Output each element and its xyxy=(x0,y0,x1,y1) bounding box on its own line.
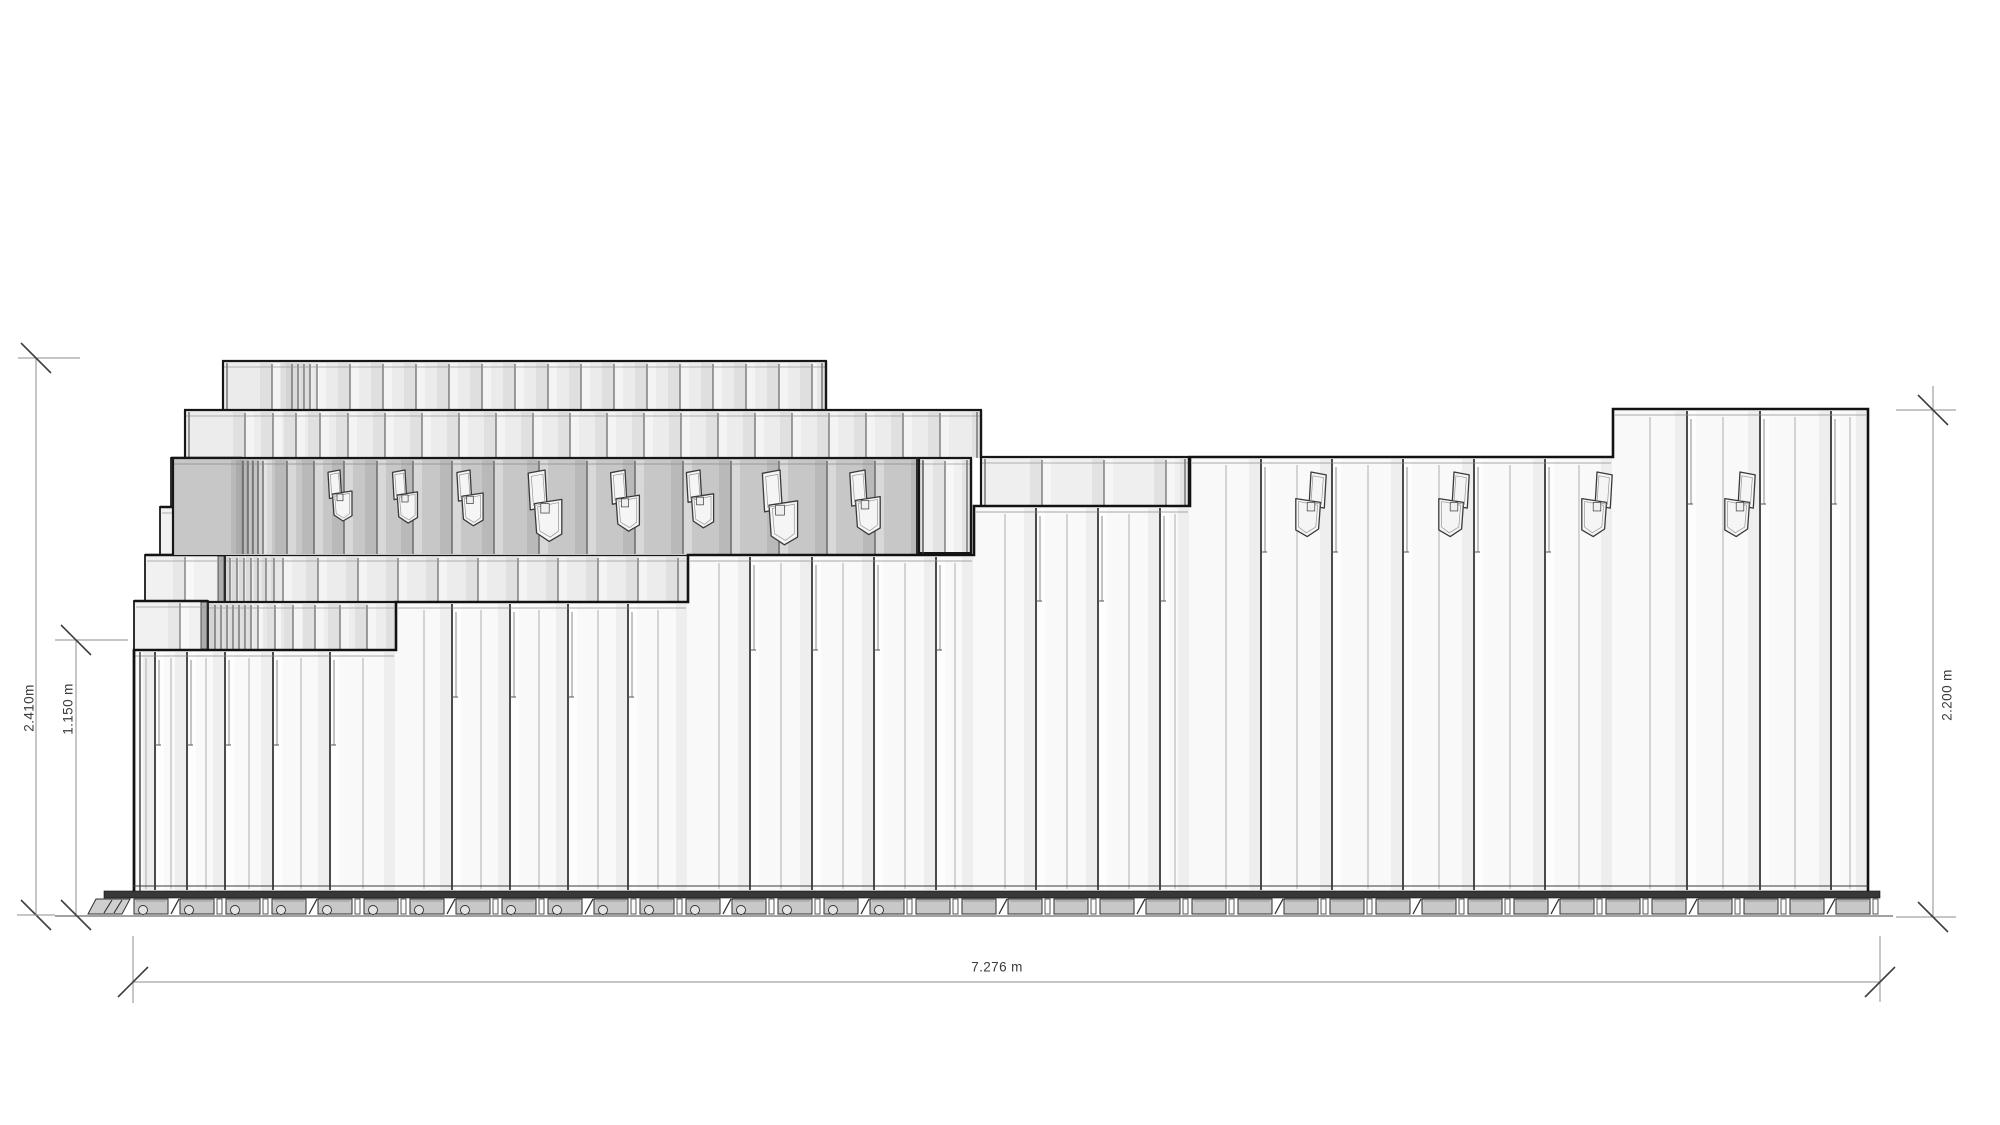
hook-bracket-icon xyxy=(685,469,715,529)
hook-bracket-icon xyxy=(527,469,563,543)
hook-bracket-icon xyxy=(609,469,641,532)
wall-hooks xyxy=(1295,471,1756,538)
hook-bracket-icon xyxy=(849,469,881,536)
dimension-label-height-total: 2.410m xyxy=(21,684,37,732)
hook-bracket-icon xyxy=(1724,471,1756,538)
hook-bracket-icon xyxy=(1581,471,1613,538)
dimension-label-height-lower: 1.150 m xyxy=(60,683,76,735)
hook-bracket-icon xyxy=(761,469,799,546)
front-panel-wall xyxy=(132,407,1870,891)
base-assembly xyxy=(55,885,1893,917)
hook-bracket-icon xyxy=(391,469,419,524)
dimension-label-height-right: 2.200 m xyxy=(1939,669,1955,721)
hook-bracket-icon xyxy=(1438,471,1470,538)
hook-bracket-icon xyxy=(456,469,484,527)
dark-row-hooks xyxy=(327,469,881,546)
dimension-lines xyxy=(17,342,1956,1003)
hook-bracket-icon xyxy=(327,469,353,522)
hook-bracket-icon xyxy=(1295,471,1327,538)
dimension-label-width-bottom: 7.276 m xyxy=(971,959,1023,975)
